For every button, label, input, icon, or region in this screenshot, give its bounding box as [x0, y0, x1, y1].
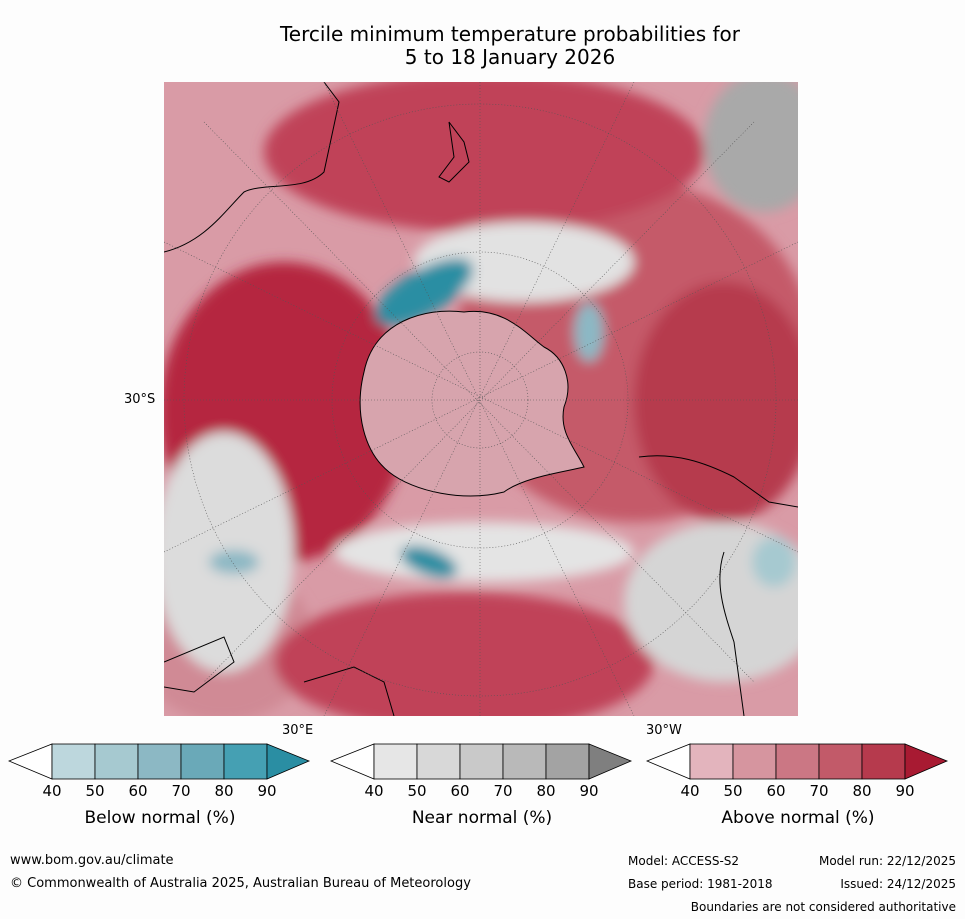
- footer-website-link[interactable]: www.bom.gov.au/climate: [10, 853, 174, 868]
- colorbar-near-swatch-3: [459, 743, 504, 780]
- colorbar-below-tick-40: 40: [42, 782, 62, 800]
- colorbar-near-swatch-6: [588, 743, 633, 780]
- antarctica-landmass: [359, 310, 585, 497]
- colorbar-below-swatches: [7, 743, 311, 780]
- colorbar-near-caption: Near normal (%): [411, 808, 553, 828]
- latitude-circle-middle: [331, 251, 629, 549]
- meridian-line-4: [203, 121, 755, 683]
- footer-base-period: Base period: 1981-2018: [628, 877, 773, 891]
- meridian-line-6: [323, 82, 635, 716]
- region-near-normal-ring-south: [334, 522, 634, 582]
- probability-map: [164, 82, 798, 716]
- colorbar-above-caption: Above normal (%): [721, 808, 875, 828]
- colorbar-near-tick-80: 80: [536, 782, 556, 800]
- colorbar-below-caption: Below normal (%): [84, 808, 236, 828]
- south-america-coast-2: [719, 551, 745, 716]
- footer-issued: Issued: 24/12/2025: [840, 877, 956, 891]
- region-below-5: [209, 550, 259, 574]
- colorbar-above-swatch-5: [861, 743, 906, 780]
- footer-disclaimer: Boundaries are not considered authoritat…: [690, 900, 956, 914]
- colorbar-above-swatches: [645, 743, 949, 780]
- chart-title-line1: Tercile minimum temperature probabilitie…: [279, 22, 741, 46]
- latitude-label-30s: 30°S: [124, 392, 156, 407]
- colorbar-above-tick-60: 60: [766, 782, 786, 800]
- colorbar-below-swatch-2: [94, 743, 139, 780]
- footer-model: Model: ACCESS-S2: [628, 854, 740, 868]
- colorbar-near-tick-60: 60: [450, 782, 470, 800]
- colorbar-near-swatch-4: [502, 743, 547, 780]
- meridian-line-3: [203, 121, 755, 683]
- colorbar-near-swatch-0: [329, 743, 375, 780]
- colorbar-below-swatch-5: [223, 743, 268, 780]
- africa-coast: [164, 636, 235, 693]
- colorbar-above-swatch-4: [818, 743, 863, 780]
- footer-copyright: © Commonwealth of Australia 2025, Austra…: [10, 876, 471, 891]
- colorbar-below-tick-70: 70: [171, 782, 191, 800]
- footer-model-run: Model run: 22/12/2025: [818, 854, 956, 868]
- colorbar-above-swatch-0: [645, 743, 691, 780]
- colorbar-above-tick-70: 70: [809, 782, 829, 800]
- colorbar-near-tick-40: 40: [364, 782, 384, 800]
- chart-title-line2: 5 to 18 January 2026: [404, 45, 616, 69]
- africa-coast-2: [303, 666, 395, 716]
- colorbar-above-normal: 40 50 60 70 80 90 Above normal (%): [645, 742, 956, 838]
- meridian-line-5: [323, 82, 635, 716]
- colorbar-above-tick-40: 40: [680, 782, 700, 800]
- colorbar-below-swatch-1: [51, 743, 96, 780]
- colorbar-above-tick-90: 90: [895, 782, 915, 800]
- colorbar-above-swatch-6: [904, 743, 949, 780]
- colorbar-near-swatches: [329, 743, 633, 780]
- australia-coast: [164, 82, 340, 253]
- colorbar-above-tick-80: 80: [852, 782, 872, 800]
- new-zealand-coast: [438, 121, 470, 183]
- colorbar-near-tick-90: 90: [579, 782, 599, 800]
- region-near-normal-ring-north: [414, 222, 634, 302]
- region-near-normal-northeast: [704, 82, 798, 212]
- colorbar-below-tick-90: 90: [257, 782, 277, 800]
- colorbar-below-normal: 40 50 60 70 80 90 Below normal (%): [7, 742, 318, 838]
- meridian-line-8: [164, 241, 798, 553]
- region-below-3: [574, 302, 604, 362]
- region-below-2: [400, 546, 458, 578]
- colorbar-below-tick-80: 80: [214, 782, 234, 800]
- colorbar-above-swatch-2: [732, 743, 777, 780]
- colorbar-near-swatch-2: [416, 743, 461, 780]
- colorbar-below-swatch-3: [137, 743, 182, 780]
- colorbar-near-tick-70: 70: [493, 782, 513, 800]
- colorbar-below-tick-60: 60: [128, 782, 148, 800]
- colorbar-near-swatch-1: [373, 743, 418, 780]
- colorbar-above-swatch-1: [689, 743, 734, 780]
- colorbar-below-swatch-0: [7, 743, 53, 780]
- meridian-line-7: [164, 241, 798, 553]
- colorbar-above-swatch-3: [775, 743, 820, 780]
- colorbar-below-tick-50: 50: [85, 782, 105, 800]
- region-above-north: [264, 82, 704, 232]
- colorbar-near-normal: 40 50 60 70 80 90 Near normal (%): [329, 742, 640, 838]
- colorbar-near-swatch-5: [545, 743, 590, 780]
- region-below-1: [375, 258, 473, 326]
- colorbar-below-swatch-6: [266, 743, 311, 780]
- longitude-label-30w: 30°W: [646, 723, 682, 738]
- colorbar-above-tick-50: 50: [723, 782, 743, 800]
- region-above-east-strong: [634, 282, 798, 522]
- longitude-label-30e: 30°E: [282, 723, 314, 738]
- south-america-coast: [638, 455, 798, 508]
- colorbar-near-tick-50: 50: [407, 782, 427, 800]
- colorbar-below-swatch-4: [180, 743, 225, 780]
- region-below-4: [752, 537, 796, 587]
- graticule: [164, 82, 798, 716]
